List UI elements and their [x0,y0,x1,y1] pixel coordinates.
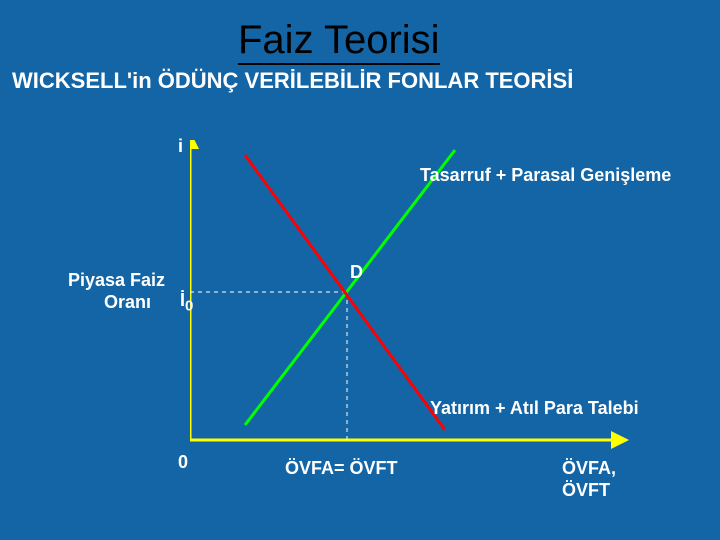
origin-label: 0 [178,452,188,473]
slide: Faiz Teorisi WICKSELL'in ÖDÜNÇ VERİLEBİL… [0,0,720,540]
slide-subtitle: WICKSELL'in ÖDÜNÇ VERİLEBİLİR FONLAR TEO… [12,68,573,94]
piyasa-faiz-label: Piyasa Faiz [68,270,165,291]
demand-label: Yatırım + Atıl Para Talebi [430,398,639,419]
slide-title: Faiz Teorisi [238,18,440,65]
i0-sub: 0 [185,298,193,315]
d-label: D [350,262,363,283]
x-axis-label: ÖVFA, [562,458,616,479]
i0-label: İ0 [180,290,193,315]
chart-svg [190,140,670,480]
x-eq-label: ÖVFA= ÖVFT [285,458,398,479]
orani-label: Oranı [104,292,151,313]
y-axis-label: i [178,136,183,157]
supply-label: Tasarruf + Parasal Genişleme [420,165,671,186]
title-text: Faiz Teorisi [238,18,440,62]
x-axis-label2: ÖVFT [562,480,610,501]
